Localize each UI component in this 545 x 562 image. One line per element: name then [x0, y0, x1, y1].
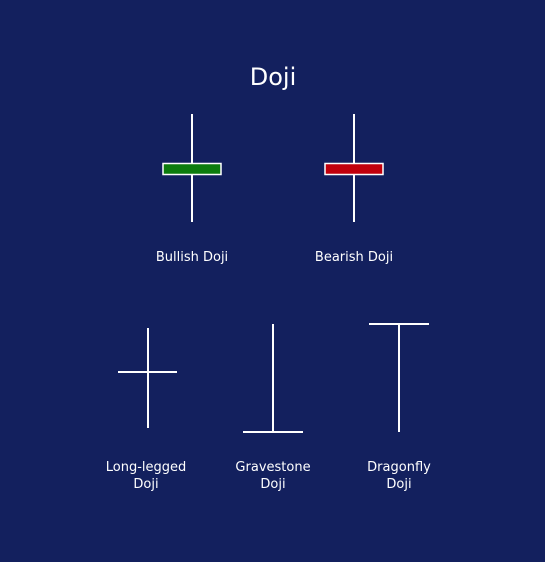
bullish-doji-label: Bullish Doji — [155, 250, 229, 265]
gravestone-doji-candle — [243, 324, 303, 433]
gravestone-doji-label-line1: Gravestone — [235, 460, 311, 475]
page-title: Doji — [249, 63, 297, 91]
bearish-doji-label: Bearish Doji — [314, 250, 394, 265]
dragonfly-doji-label-line2: Doji — [386, 477, 412, 492]
long-legged-doji-label: Long-legged Doji — [106, 459, 187, 493]
bullish-doji-candle — [162, 114, 222, 222]
dragonfly-doji-label: Dragonfly Doji — [367, 459, 431, 493]
bearish-doji-candle — [324, 114, 384, 222]
bullish-doji-body — [162, 162, 222, 176]
dragonfly-doji-candle — [369, 323, 429, 432]
dragonfly-doji-label-line1: Dragonfly — [367, 460, 431, 475]
long-legged-doji-label-line1: Long-legged — [105, 460, 187, 475]
long-legged-doji-label-line2: Doji — [133, 477, 159, 492]
long-legged-doji-candle — [118, 328, 177, 428]
gravestone-doji-label-line2: Doji — [260, 477, 286, 492]
gravestone-doji-label: Gravestone Doji — [235, 459, 310, 493]
bearish-doji-body — [324, 162, 384, 176]
